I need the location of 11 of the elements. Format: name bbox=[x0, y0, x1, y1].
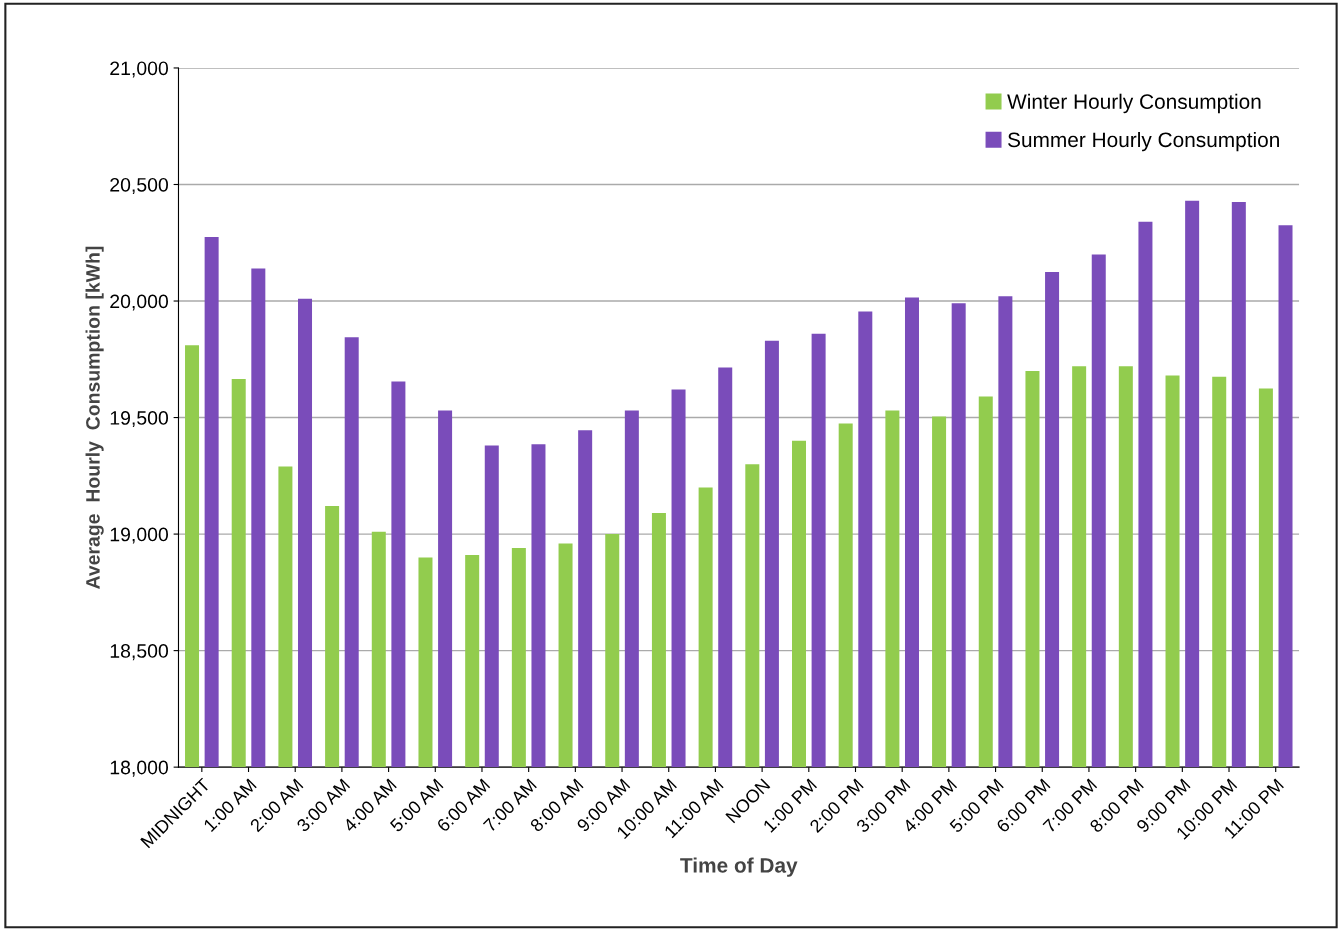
y-tick-label: 19,500 bbox=[110, 411, 169, 428]
y-tick-label: 20,500 bbox=[110, 177, 169, 195]
y-tick-label: 18,500 bbox=[110, 644, 169, 661]
legend-label: Summer Hourly Consumption bbox=[1008, 131, 1279, 152]
y-tick-label: 21,000 bbox=[110, 61, 169, 78]
legend-label: Winter Hourly Consumption bbox=[1007, 93, 1261, 114]
y-tick-label: 19,000 bbox=[110, 527, 169, 544]
x-axis-title: Time of Day bbox=[680, 857, 798, 877]
y-tick-label: 18,000 bbox=[110, 760, 169, 777]
y-axis-title: Average Hourly Consumption [kWh] bbox=[85, 246, 104, 589]
y-tick-label: 20,000 bbox=[110, 294, 169, 311]
